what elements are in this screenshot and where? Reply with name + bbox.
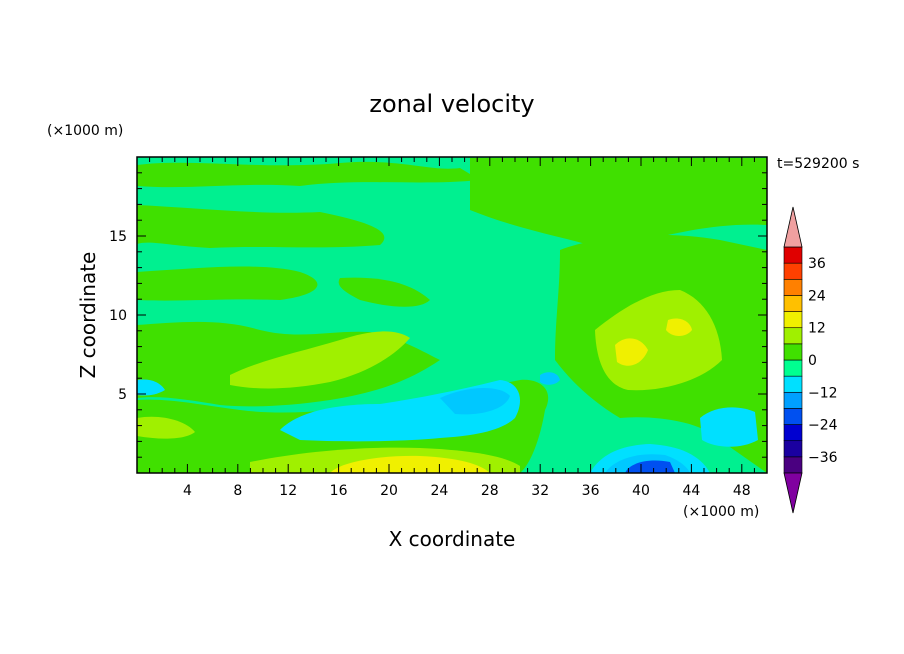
colorbar-segment [783,295,803,312]
colorbar-segment [783,408,803,425]
colorbar-label: 36 [808,256,826,272]
colorbar-segment [783,311,803,329]
colorbar-segment [783,343,803,361]
x-tick-label: 12 [279,483,297,499]
colorbar-segment [783,391,803,409]
x-tick-label: 44 [682,483,700,499]
x-tick-label: 16 [330,483,348,499]
colorbar-segment [783,278,803,296]
chart-title: zonal velocity [369,90,534,118]
colorbar-segment [783,440,803,458]
colorbar-over-arrow [783,206,803,248]
colorbar: 36 24 12 0 −12 −24 −36 [783,206,838,514]
colorbar-segment [783,262,803,280]
colorbar-label: −36 [808,450,838,466]
colorbar-segment [783,246,803,264]
x-tick-label: 8 [233,483,242,499]
colorbar-label: 0 [808,353,817,369]
y-axis-ticks: 5 10 15 [109,172,767,458]
x-tick-label: 48 [733,483,751,499]
contour-field [137,157,767,473]
x-tick-label: 40 [632,483,650,499]
colorbar-segment [783,424,803,442]
x-axis-label: X coordinate [389,527,516,551]
colorbar-label: −24 [808,418,838,434]
colorbar-segment [783,359,803,377]
x-tick-label: 32 [531,483,549,499]
time-label: t=529200 s [777,156,859,172]
x-tick-label: 36 [582,483,600,499]
y-tick-label: 10 [109,308,127,324]
x-unit-label: (×1000 m) [683,504,759,520]
colorbar-segment [783,375,803,393]
x-tick-label: 4 [183,483,192,499]
colorbar-label: −12 [808,385,838,401]
x-tick-label: 24 [430,483,448,499]
colorbar-under-arrow [783,472,803,514]
x-axis-ticks: 4 8 12 16 20 24 28 32 36 40 44 48 [149,157,755,499]
colorbar-label: 24 [808,288,826,304]
y-tick-label: 15 [109,229,127,245]
x-tick-label: 20 [380,483,398,499]
y-unit-label: (×1000 m) [47,123,123,139]
y-tick-label: 5 [118,387,127,403]
x-tick-label: 28 [481,483,499,499]
colorbar-label: 12 [808,321,826,337]
colorbar-segment [783,327,803,345]
y-axis-label: Z coordinate [76,252,100,379]
colorbar-segment [783,456,803,474]
